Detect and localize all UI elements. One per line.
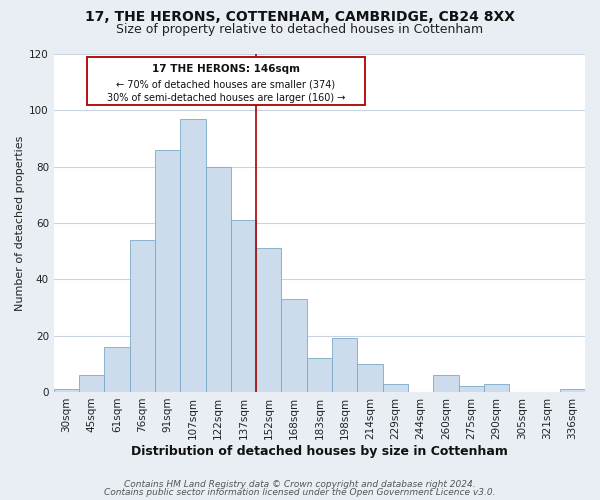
- Y-axis label: Number of detached properties: Number of detached properties: [15, 136, 25, 310]
- Bar: [458, 386, 484, 392]
- Bar: [130, 240, 155, 392]
- Bar: [104, 347, 130, 392]
- Bar: [231, 220, 256, 392]
- Text: Contains public sector information licensed under the Open Government Licence v3: Contains public sector information licen…: [104, 488, 496, 497]
- Text: 17, THE HERONS, COTTENHAM, CAMBRIDGE, CB24 8XX: 17, THE HERONS, COTTENHAM, CAMBRIDGE, CB…: [85, 10, 515, 24]
- Bar: [206, 166, 231, 392]
- Bar: [383, 384, 408, 392]
- Text: Size of property relative to detached houses in Cottenham: Size of property relative to detached ho…: [116, 22, 484, 36]
- FancyBboxPatch shape: [86, 57, 365, 104]
- Bar: [560, 389, 585, 392]
- Bar: [307, 358, 332, 392]
- Text: 17 THE HERONS: 146sqm: 17 THE HERONS: 146sqm: [152, 64, 300, 74]
- Bar: [79, 375, 104, 392]
- X-axis label: Distribution of detached houses by size in Cottenham: Distribution of detached houses by size …: [131, 444, 508, 458]
- Bar: [484, 384, 509, 392]
- Bar: [256, 248, 281, 392]
- Bar: [332, 338, 358, 392]
- Bar: [281, 299, 307, 392]
- Bar: [155, 150, 180, 392]
- Bar: [54, 389, 79, 392]
- Text: ← 70% of detached houses are smaller (374): ← 70% of detached houses are smaller (37…: [116, 80, 335, 90]
- Bar: [180, 119, 206, 392]
- Text: 30% of semi-detached houses are larger (160) →: 30% of semi-detached houses are larger (…: [107, 94, 345, 104]
- Text: Contains HM Land Registry data © Crown copyright and database right 2024.: Contains HM Land Registry data © Crown c…: [124, 480, 476, 489]
- Bar: [433, 375, 458, 392]
- Bar: [358, 364, 383, 392]
